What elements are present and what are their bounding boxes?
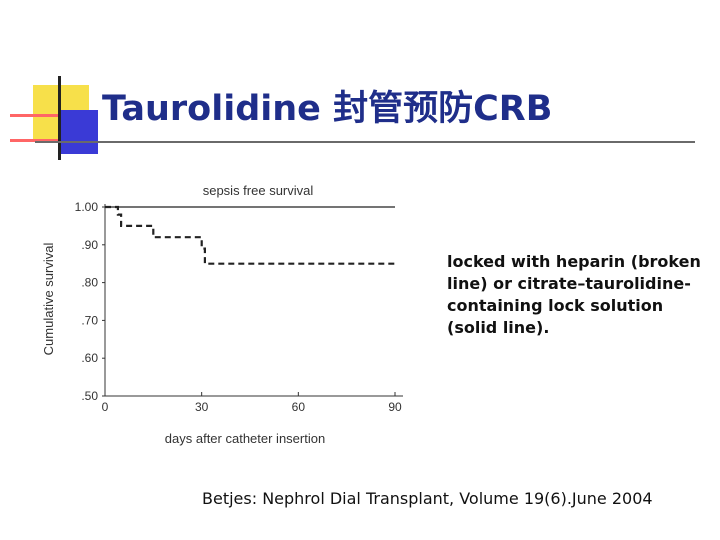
chart-axes: [104, 204, 403, 397]
caption-text: locked with heparin (broken line) or cit…: [447, 252, 701, 337]
title-underline: [35, 141, 695, 143]
x-tick-label: 60: [292, 400, 306, 414]
y-tick-label: 1.00: [75, 200, 99, 214]
decor-blue-square: [60, 110, 98, 154]
x-tick-label: 0: [102, 400, 109, 414]
chart-ticks: 1.00 .90 .80 .70 .60 .50 0 30 60 90: [75, 200, 402, 414]
y-tick-label: .60: [81, 351, 98, 365]
chart-title: sepsis free survival: [203, 183, 314, 198]
y-tick-label: .80: [81, 276, 98, 290]
decor-red-lines: [10, 114, 58, 142]
x-axis-label: days after catheter insertion: [165, 431, 325, 446]
y-tick-label: .50: [81, 389, 98, 403]
y-tick-label: .90: [81, 238, 98, 252]
slide-title: Taurolidine 封管预防CRB: [102, 89, 553, 129]
x-tick-label: 90: [388, 400, 402, 414]
chart-series: [105, 205, 395, 265]
series-line-dashed: [105, 205, 395, 265]
citation-text: Betjes: Nephrol Dial Transplant, Volume …: [202, 489, 653, 508]
y-axis-label: Cumulative survival: [41, 243, 56, 356]
y-tick-label: .70: [81, 313, 98, 327]
x-tick-label: 30: [195, 400, 209, 414]
decor-vertical-rule: [58, 76, 61, 160]
